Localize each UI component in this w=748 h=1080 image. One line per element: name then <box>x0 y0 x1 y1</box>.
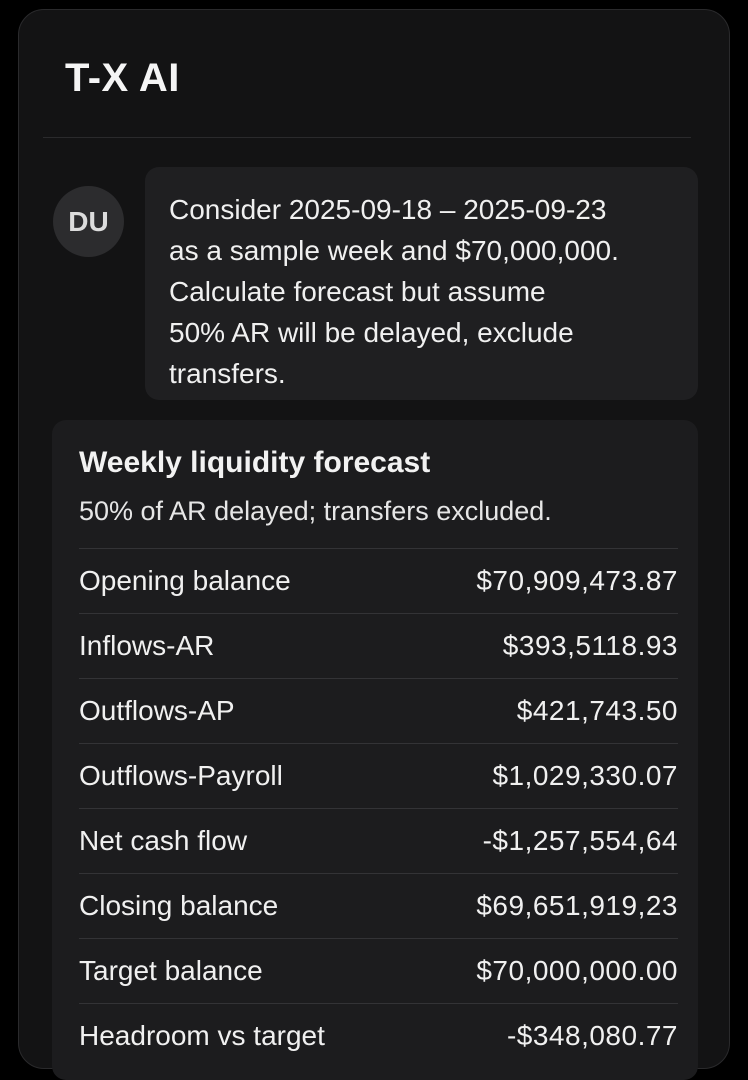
row-label: Opening balance <box>79 565 291 596</box>
user-avatar: DU <box>53 186 124 257</box>
row-value: $69,651,919,23 <box>476 890 678 921</box>
forecast-card: Weekly liquidity forecast 50% of AR dela… <box>52 420 698 1080</box>
user-message-line: Calculate forecast but assume <box>169 276 546 307</box>
forecast-table: Opening balance $70,909,473.87 Inflows-A… <box>79 548 678 1068</box>
forecast-row-opening-balance: Opening balance $70,909,473.87 <box>79 548 678 613</box>
row-value: $1,029,330.07 <box>492 760 678 791</box>
row-value: -$348,080.77 <box>506 1020 678 1051</box>
row-label: Target balance <box>79 955 263 986</box>
header-divider <box>43 137 691 138</box>
forecast-row-closing-balance: Closing balance $69,651,919,23 <box>79 873 678 938</box>
row-value: -$1,257,554,64 <box>482 825 678 856</box>
forecast-title: Weekly liquidity forecast <box>79 446 431 479</box>
forecast-row-outflows-ap: Outflows-AP $421,743.50 <box>79 678 678 743</box>
user-message-bubble: Consider 2025-09-18 – 2025-09-23 as a sa… <box>145 167 698 400</box>
row-label: Closing balance <box>79 890 279 921</box>
row-label: Net cash flow <box>79 825 248 856</box>
forecast-row-headroom-vs-target: Headroom vs target -$348,080.77 <box>79 1003 678 1068</box>
forecast-row-net-cash-flow: Net cash flow -$1,257,554,64 <box>79 808 678 873</box>
row-label: Outflows-AP <box>79 695 235 726</box>
row-label: Inflows-AR <box>79 630 215 661</box>
forecast-subtitle: 50% of AR delayed; transfers excluded. <box>79 496 552 526</box>
user-message-line: transfers. <box>169 358 286 389</box>
user-message-line: 50% AR will be delayed, exclude <box>169 317 574 348</box>
chat-panel: T-X AI DU Consider 2025-09-18 – 2025-09-… <box>18 9 730 1080</box>
row-value: $70,909,473.87 <box>476 565 678 596</box>
forecast-row-inflows-ar: Inflows-AR $393,5118.93 <box>79 613 678 678</box>
row-value: $70,000,000.00 <box>476 955 678 986</box>
user-message-line: Consider 2025-09-18 – 2025-09-23 <box>169 194 607 225</box>
row-label: Outflows-Payroll <box>79 760 283 791</box>
forecast-row-target-balance: Target balance $70,000,000.00 <box>79 938 678 1003</box>
forecast-row-outflows-payroll: Outflows-Payroll $1,029,330.07 <box>79 743 678 808</box>
app-title: T-X AI <box>65 56 180 100</box>
row-value: $421,743.50 <box>516 695 678 726</box>
row-label: Headroom vs target <box>79 1020 325 1051</box>
user-message-line: as a sample week and $70,000,000. <box>169 235 619 266</box>
row-value: $393,5118.93 <box>502 630 678 661</box>
